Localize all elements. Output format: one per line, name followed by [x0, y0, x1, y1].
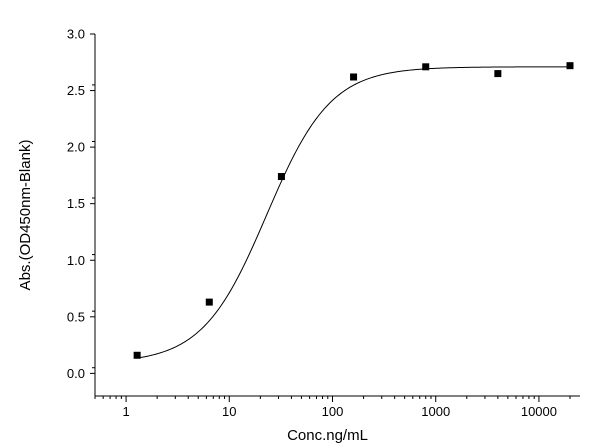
data-point	[133, 351, 141, 359]
x-tick-label: 1000	[421, 404, 450, 419]
x-axis-ticks: 1 10 100 1000 10000	[94, 396, 571, 419]
data-point	[494, 70, 502, 78]
x-tick-label: 10000	[521, 404, 557, 419]
x-tick-label: 10	[222, 404, 236, 419]
data-point	[277, 173, 285, 181]
y-tick-label: 0.5	[67, 309, 85, 324]
plot-frame	[94, 34, 580, 397]
data-point	[205, 298, 213, 306]
data-point	[350, 73, 358, 81]
y-tick-label: 1.0	[67, 253, 85, 268]
data-point	[422, 63, 430, 71]
x-axis-title: Conc.ng/mL	[287, 427, 368, 444]
y-tick-label: 2.0	[67, 140, 85, 155]
data-point	[566, 62, 574, 70]
y-tick-label: 3.0	[67, 27, 85, 42]
y-axis-ticks: 0.0 0.5 1.0 1.5 2.0 2.5 3.0	[67, 27, 95, 381]
fit-curve-layer	[137, 66, 570, 359]
y-tick-label: 0.0	[67, 366, 85, 381]
x-tick-label: 1	[122, 404, 129, 419]
y-axis-title: Abs.(OD450nm-Blank)	[17, 140, 34, 291]
y-tick-label: 1.5	[67, 196, 85, 211]
data-points-layer	[133, 62, 574, 359]
y-tick-label: 2.5	[67, 83, 85, 98]
fit-curve	[137, 66, 570, 359]
x-tick-label: 100	[322, 404, 344, 419]
